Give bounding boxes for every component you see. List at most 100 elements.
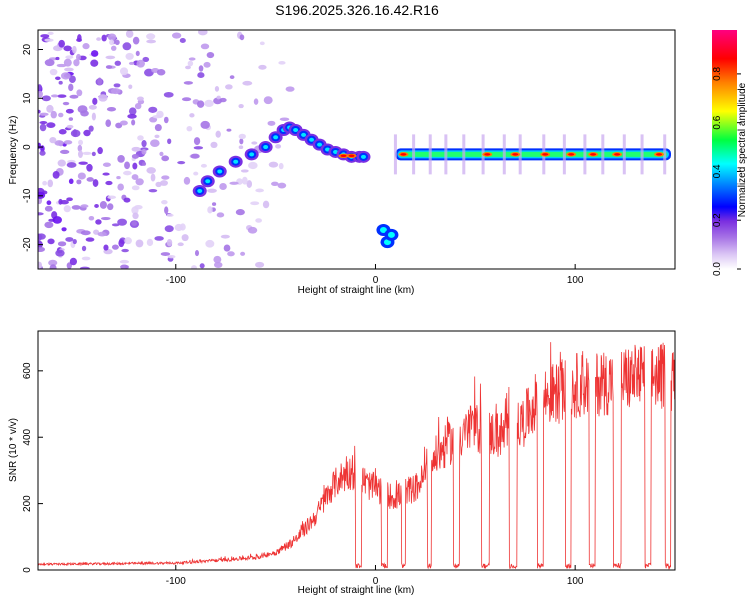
noise-blob xyxy=(220,234,230,239)
noise-blob xyxy=(76,89,83,97)
noise-blob xyxy=(114,39,120,45)
noise-blob xyxy=(204,99,214,108)
noise-blob xyxy=(57,241,67,247)
noise-blob xyxy=(63,58,72,67)
noise-blob xyxy=(277,182,287,189)
noise-blob xyxy=(47,31,54,36)
spectrogram-y-tick-label: 20 xyxy=(22,44,33,56)
noise-blob xyxy=(146,33,156,40)
colorbar-tick-label: 0.0 xyxy=(712,262,723,276)
noise-blob xyxy=(105,119,112,128)
noise-blob xyxy=(148,106,158,113)
noise-blob xyxy=(188,57,196,61)
noise-blob xyxy=(161,155,170,162)
noise-blob xyxy=(225,84,233,90)
noise-blob xyxy=(39,112,49,116)
noise-blob xyxy=(116,175,121,180)
noise-blob xyxy=(199,263,205,269)
noise-blob xyxy=(60,149,70,155)
noise-blob xyxy=(124,161,130,170)
noise-blob xyxy=(240,251,246,256)
noise-blob xyxy=(227,251,235,257)
noise-blob xyxy=(200,120,210,129)
noise-blob xyxy=(56,63,67,68)
snr-x-tick-label: -100 xyxy=(166,576,186,587)
colorbar-tick-label: 0.8 xyxy=(712,67,723,81)
noise-blob xyxy=(49,136,57,144)
noise-blob xyxy=(55,56,60,61)
noise-blob xyxy=(46,104,54,113)
noise-blob xyxy=(107,203,114,211)
noise-blob xyxy=(213,255,222,264)
noise-blob xyxy=(239,34,245,41)
noise-blob xyxy=(50,110,57,119)
noise-blob xyxy=(258,64,267,70)
noise-blob xyxy=(219,97,227,103)
noise-blob xyxy=(38,246,46,253)
noise-blob xyxy=(99,200,107,209)
colorbar-tick-label: 0.4 xyxy=(712,164,723,178)
noise-blob xyxy=(241,176,248,185)
noise-blob xyxy=(55,76,61,81)
noise-blob xyxy=(150,173,156,182)
noise-blob xyxy=(88,215,95,221)
noise-blob xyxy=(69,257,78,266)
band-streak xyxy=(444,134,448,175)
noise-blob xyxy=(118,239,125,248)
noise-blob xyxy=(200,163,207,168)
dip-center xyxy=(383,239,391,246)
noise-blob xyxy=(159,151,164,157)
noise-blob xyxy=(141,140,147,148)
snr-x-label: Height of straight line (km) xyxy=(298,585,415,596)
spectrogram-y-tick-label: 0 xyxy=(22,144,33,150)
noise-blob xyxy=(117,218,127,226)
spectrogram-x-label: Height of straight line (km) xyxy=(298,285,415,296)
noise-blob xyxy=(131,146,141,152)
noise-blob xyxy=(200,43,210,50)
noise-blob xyxy=(80,110,89,117)
noise-blob xyxy=(63,140,73,145)
noise-blob xyxy=(101,34,107,42)
noise-blob xyxy=(60,72,71,80)
noise-blob xyxy=(135,50,140,57)
noise-blob xyxy=(128,61,135,65)
noise-blob xyxy=(57,159,66,167)
noise-blob xyxy=(196,100,205,108)
noise-blob xyxy=(111,223,120,227)
noise-blob xyxy=(66,197,73,202)
noise-blob xyxy=(81,245,87,252)
noise-blob xyxy=(119,120,128,126)
noise-blob xyxy=(38,261,42,269)
noise-blob xyxy=(248,161,258,170)
band-streak xyxy=(622,134,626,175)
noise-blob xyxy=(156,69,166,76)
noise-blob xyxy=(226,128,232,132)
noise-blob xyxy=(49,264,57,269)
noise-blob xyxy=(46,122,56,129)
noise-blob xyxy=(127,113,137,119)
noise-blob xyxy=(90,50,99,57)
noise-blob xyxy=(105,180,113,186)
spectrogram-y-ticks: -20 -10 0 10 20 xyxy=(22,44,43,252)
noise-blob xyxy=(49,68,58,76)
noise-blob xyxy=(81,256,91,261)
ridge-center xyxy=(293,127,299,132)
noise-blob xyxy=(131,153,140,159)
noise-blob xyxy=(197,72,205,79)
ridge-center xyxy=(360,154,366,159)
noise-blob xyxy=(262,200,270,209)
noise-blob xyxy=(146,238,154,247)
noise-blob xyxy=(190,153,200,159)
noise-blob xyxy=(166,213,174,217)
noise-blob xyxy=(131,174,139,181)
noise-blob xyxy=(38,109,41,114)
noise-blob xyxy=(106,107,117,112)
noise-blob xyxy=(122,42,132,51)
noise-blob xyxy=(219,183,227,191)
noise-blob xyxy=(88,104,97,110)
spectrogram-x-tick-label: 0 xyxy=(373,275,379,286)
hot-spot-core xyxy=(400,153,407,156)
noise-blob xyxy=(278,61,286,65)
